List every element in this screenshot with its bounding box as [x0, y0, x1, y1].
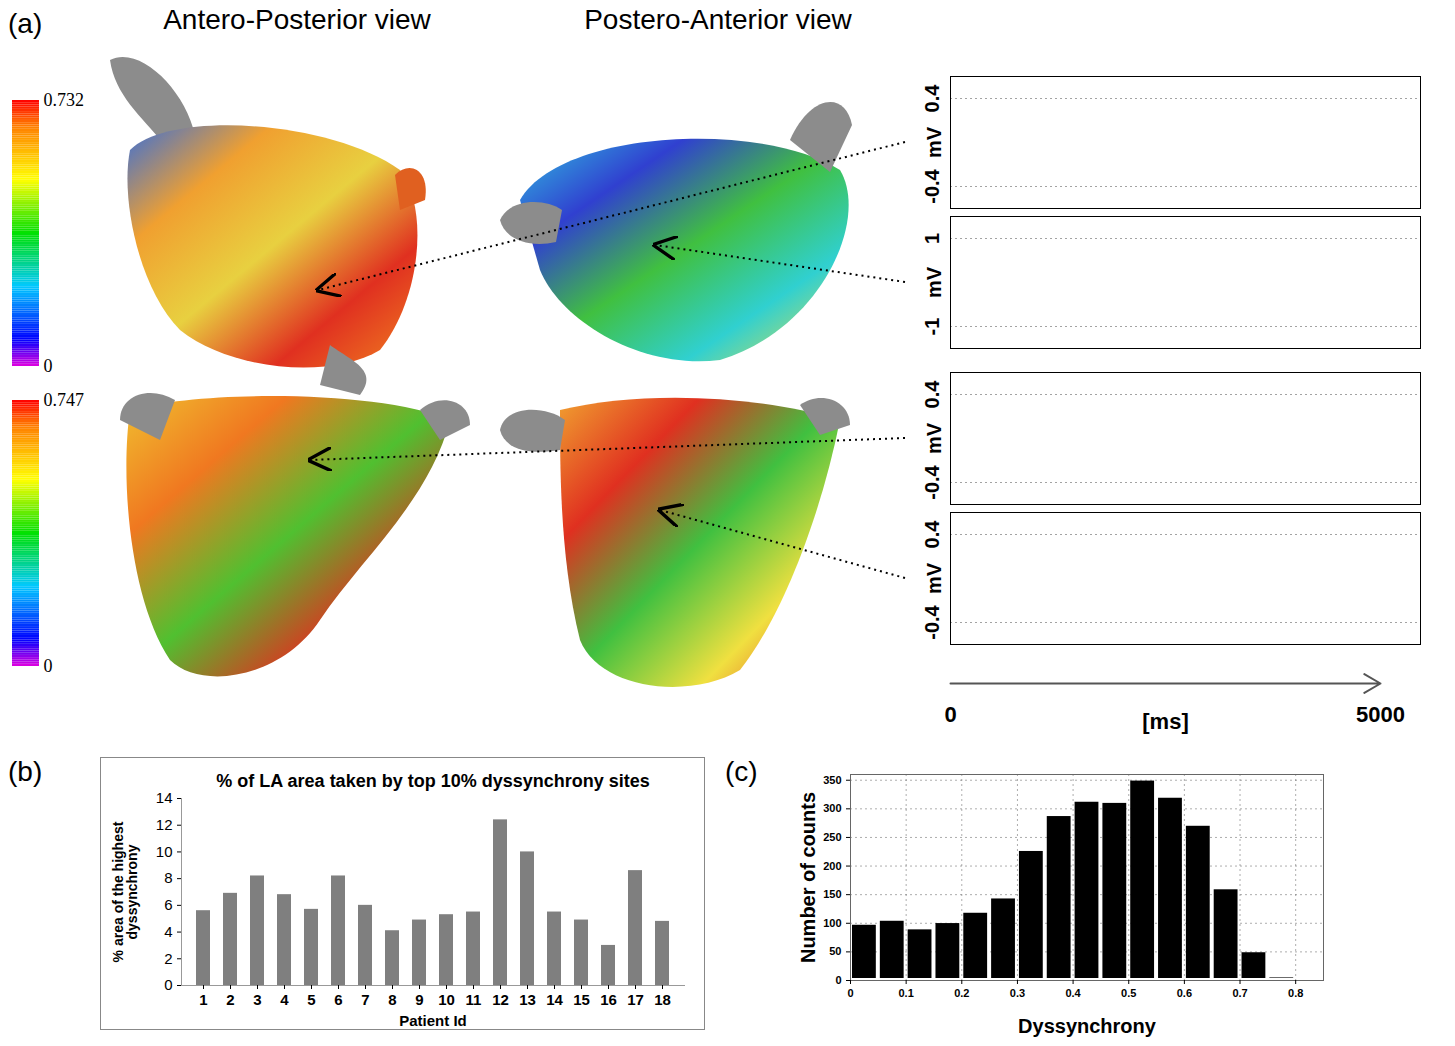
- svg-text:0.4: 0.4: [921, 380, 943, 409]
- svg-text:Patient Id: Patient Id: [399, 1012, 467, 1029]
- svg-text:0.3: 0.3: [1010, 987, 1025, 999]
- svg-text:mV: mV: [923, 126, 945, 158]
- svg-text:5: 5: [307, 991, 315, 1008]
- svg-text:14: 14: [156, 789, 173, 806]
- svg-text:150: 150: [823, 888, 841, 900]
- svg-text:250: 250: [823, 831, 841, 843]
- svg-text:Dyssynchrony: Dyssynchrony: [1018, 1015, 1157, 1037]
- svg-text:0: 0: [164, 976, 172, 993]
- svg-text:mV: mV: [923, 422, 945, 454]
- svg-text:0.6: 0.6: [1177, 987, 1192, 999]
- svg-text:2: 2: [226, 991, 234, 1008]
- svg-text:13: 13: [519, 991, 536, 1008]
- svg-text:-1: -1: [921, 318, 943, 336]
- svg-text:18: 18: [654, 991, 671, 1008]
- svg-text:0: 0: [847, 987, 853, 999]
- html-text:(b): (b): [8, 756, 43, 787]
- svg-text:12: 12: [156, 816, 173, 833]
- svg-text:mV: mV: [923, 562, 945, 594]
- html-text:(a): (a): [8, 8, 43, 39]
- svg-text:12: 12: [492, 991, 509, 1008]
- svg-text:% of LA area taken by top 10%: % of LA area taken by top 10% dyssynchro…: [216, 771, 649, 791]
- svg-text:0.2: 0.2: [954, 987, 969, 999]
- svg-text:17: 17: [627, 991, 644, 1008]
- svg-text:0: 0: [44, 356, 53, 376]
- svg-text:11: 11: [466, 991, 482, 1008]
- svg-text:4: 4: [280, 991, 289, 1008]
- svg-text:0.8: 0.8: [1288, 987, 1303, 999]
- svg-text:0.732: 0.732: [44, 90, 85, 110]
- svg-text:5000: 5000: [1356, 702, 1405, 727]
- svg-text:350: 350: [823, 774, 841, 786]
- svg-text:% area of the highestdyssynchr: % area of the highestdyssynchrony: [110, 821, 140, 962]
- svg-text:mV: mV: [923, 266, 945, 298]
- svg-text:100: 100: [823, 917, 841, 929]
- svg-text:15: 15: [573, 991, 590, 1008]
- svg-text:Number of counts: Number of counts: [797, 792, 819, 963]
- svg-text:7: 7: [361, 991, 369, 1008]
- svg-text:10: 10: [156, 843, 173, 860]
- svg-text:0.7: 0.7: [1232, 987, 1247, 999]
- svg-text:0: 0: [944, 702, 956, 727]
- svg-text:0.1: 0.1: [898, 987, 913, 999]
- svg-text:8: 8: [388, 991, 396, 1008]
- svg-text:0.4: 0.4: [921, 520, 943, 549]
- svg-text:3: 3: [253, 991, 261, 1008]
- svg-text:10: 10: [438, 991, 455, 1008]
- svg-text:0.4: 0.4: [1065, 987, 1081, 999]
- svg-text:2: 2: [164, 950, 172, 967]
- svg-text:16: 16: [600, 991, 617, 1008]
- svg-text:8: 8: [164, 869, 172, 886]
- svg-text:6: 6: [164, 896, 172, 913]
- svg-text:-0.4: -0.4: [921, 168, 943, 203]
- svg-text:14: 14: [546, 991, 563, 1008]
- svg-text:1: 1: [199, 991, 207, 1008]
- html-text:Postero-Anterior view: Postero-Anterior view: [584, 4, 852, 35]
- svg-text:50: 50: [829, 945, 841, 957]
- svg-text:1: 1: [921, 233, 943, 244]
- html-text:(c): (c): [725, 756, 758, 787]
- html-text:Antero-Posterior view: Antero-Posterior view: [163, 4, 431, 35]
- svg-text:0: 0: [44, 656, 53, 676]
- svg-text:0.747: 0.747: [44, 390, 85, 410]
- svg-text:6: 6: [334, 991, 342, 1008]
- svg-text:0.5: 0.5: [1121, 987, 1136, 999]
- svg-text:200: 200: [823, 860, 841, 872]
- svg-text:-0.4: -0.4: [921, 464, 943, 499]
- svg-text:0: 0: [835, 974, 841, 986]
- svg-text:0.4: 0.4: [921, 84, 943, 113]
- svg-text:300: 300: [823, 802, 841, 814]
- svg-text:4: 4: [164, 923, 172, 940]
- svg-text:-0.4: -0.4: [921, 604, 943, 639]
- svg-text:[ms]: [ms]: [1142, 709, 1188, 734]
- svg-text:9: 9: [415, 991, 423, 1008]
